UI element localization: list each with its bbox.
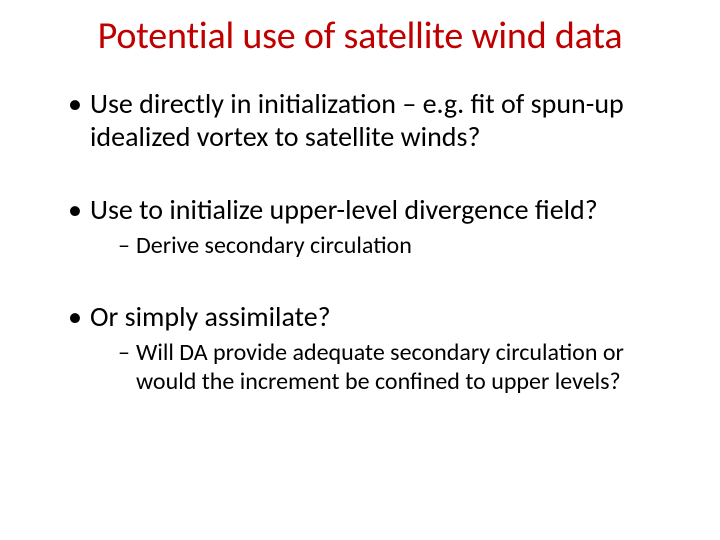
sub-bullet-item: Derive secondary circulation xyxy=(118,232,680,260)
sub-bullet-item: Will DA provide adequate secondary circu… xyxy=(118,339,680,396)
sub-bullet-text: Derive secondary circulation xyxy=(136,231,412,260)
bullet-text: Or simply assimilate? xyxy=(90,299,331,334)
bullet-item: Use directly in initialization – e.g. fi… xyxy=(68,87,680,153)
sub-bullet-list: Derive secondary circulation xyxy=(90,232,680,260)
bullet-list: Use directly in initialization – e.g. fi… xyxy=(40,87,680,396)
bullet-text: Use directly in initialization – e.g. fi… xyxy=(90,86,624,154)
slide-title: Potential use of satellite wind data xyxy=(40,14,680,87)
bullet-item: Or simply assimilate? Will DA provide ad… xyxy=(68,300,680,396)
bullet-item: Use to initialize upper-level divergence… xyxy=(68,193,680,260)
slide-container: Potential use of satellite wind data Use… xyxy=(0,0,720,540)
sub-bullet-list: Will DA provide adequate secondary circu… xyxy=(90,339,680,396)
sub-bullet-text: Will DA provide adequate secondary circu… xyxy=(136,338,624,395)
bullet-text: Use to initialize upper-level divergence… xyxy=(90,192,598,227)
